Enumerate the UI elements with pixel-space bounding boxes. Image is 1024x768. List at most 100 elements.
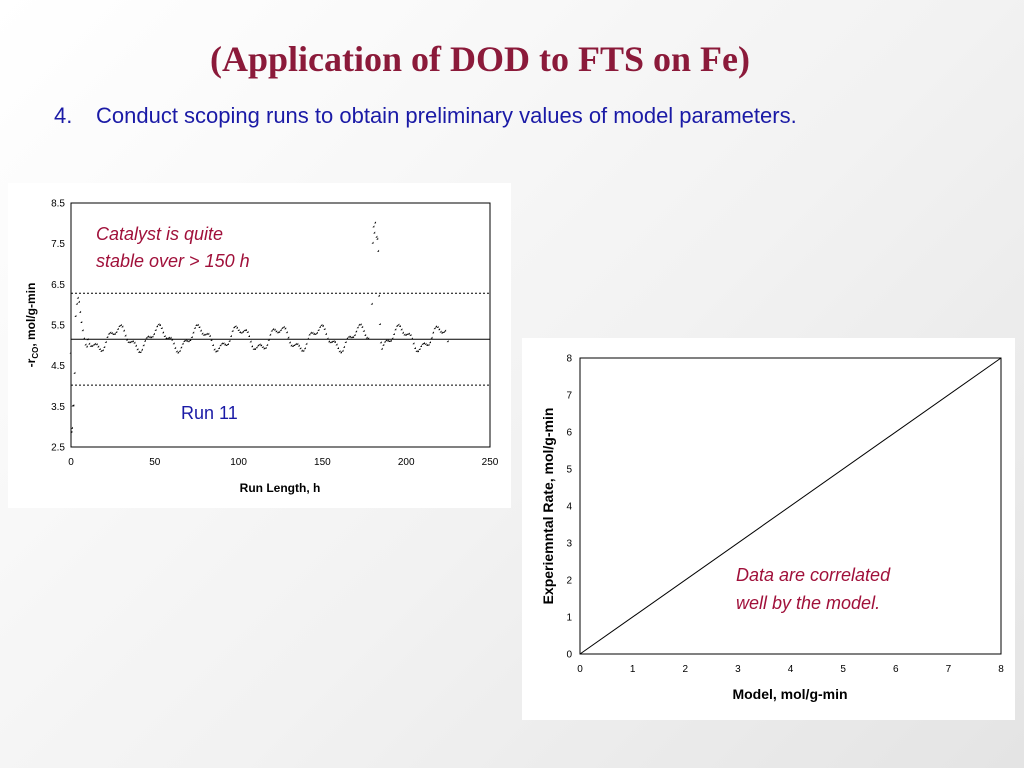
rate-point: 51.9 h, 5.45 [155, 325, 158, 328]
rate-point: 107.7 h, 5.07 [249, 340, 252, 343]
rate-point: 63.6 h, 4.83 [175, 350, 178, 353]
rate-point: 87.9 h, 4.85 [216, 349, 219, 352]
rate-point: 14.1 h, 5.00 [92, 343, 95, 346]
rate-point: 6.0 h, 5.80 [79, 310, 82, 313]
rate-point: 205.8 h, 4.91 [413, 347, 416, 350]
rate-point: 116.7 h, 4.92 [264, 346, 267, 349]
rate-point: 182.0 h, 8.00 [374, 221, 377, 224]
rate-point: 104.1 h, 5.35 [243, 329, 246, 332]
rate-point: 115.8 h, 4.90 [263, 347, 266, 350]
rate-point: 163.5 h, 4.94 [343, 345, 346, 348]
x-axis-title: Model, mol/g-min [732, 686, 847, 702]
rate-point: 157.2 h, 5.08 [332, 340, 335, 343]
run-length-chart: 2.5 3.5 4.5 5.5 6.5 7.5 8.5 0 50 100 150 200 250 0.… [24, 199, 499, 496]
rate-point: 60.0 h, 5.17 [169, 336, 172, 339]
rate-point: 18.6 h, 4.84 [100, 349, 103, 352]
rate-point: 139.2 h, 4.85 [302, 349, 305, 352]
rate-point: 161.7 h, 4.81 [340, 351, 343, 354]
rate-point: 184.3 h, 6.20 [377, 294, 380, 297]
rate-point: 87.0 h, 4.83 [214, 350, 217, 353]
rate-point: 20.4 h, 4.94 [103, 345, 106, 348]
rate-point: 12.3 h, 4.97 [89, 344, 92, 347]
x-tick-label: 4 [788, 664, 794, 675]
rate-point: 175.2 h, 5.33 [362, 329, 365, 332]
rate-point: 124.8 h, 5.31 [278, 330, 281, 333]
rate-point: 112.2 h, 4.98 [257, 344, 260, 347]
rate-point: 105.9 h, 5.31 [246, 330, 249, 333]
rate-point: 39.3 h, 4.97 [134, 344, 137, 347]
rate-point: 186.9 h, 4.99 [382, 343, 385, 346]
rate-point: 206.7 h, 4.84 [415, 349, 418, 352]
rate-point: 16.8 h, 4.95 [97, 345, 100, 348]
rate-point: 17.7 h, 4.88 [98, 348, 101, 351]
rate-point: 152.7 h, 5.26 [324, 332, 327, 335]
rate-point: 7.5 h, 5.35 [81, 329, 84, 332]
rate-point: 30.3 h, 5.48 [119, 323, 122, 326]
rate-point: 33.9 h, 5.12 [125, 338, 128, 341]
rate-point: 94.2 h, 5.01 [226, 343, 229, 346]
rate-point: 140.1 h, 4.91 [303, 347, 306, 350]
rate-point: 195.0 h, 5.46 [395, 324, 398, 327]
rate-point: 0.8 h, 2.85 [70, 430, 73, 433]
rate-point: 64.5 h, 4.80 [177, 351, 180, 354]
stability-annotation-line2: stable over > 150 h [96, 251, 250, 271]
rate-point: 88.8 h, 4.91 [217, 347, 220, 350]
rate-point: 25.8 h, 5.26 [112, 332, 115, 335]
rate-point: 24.0 h, 5.29 [109, 331, 112, 334]
rate-point: 183.8 h, 7.30 [377, 249, 380, 252]
rate-point: 123.0 h, 5.33 [275, 330, 278, 333]
rate-point: 73.5 h, 5.29 [192, 331, 195, 334]
rate-point: 146.4 h, 5.26 [314, 332, 317, 335]
rate-point: 42.0 h, 4.81 [139, 350, 142, 353]
rate-point: 191.4 h, 5.09 [389, 339, 392, 342]
rate-point: 3.2 h, 5.70 [74, 314, 77, 317]
rate-point: 165.3 h, 5.15 [346, 337, 349, 340]
rate-point: 225.3 h, 5.08 [446, 340, 449, 343]
rate-point: 13.2 h, 4.97 [91, 344, 94, 347]
bullet-number: 4. [54, 103, 73, 128]
rate-point: 69.0 h, 5.10 [184, 339, 187, 342]
rate-point: 81.6 h, 5.26 [205, 332, 208, 335]
rate-point: 171.6 h, 5.42 [356, 326, 359, 329]
y-tick-label: 5.5 [51, 321, 65, 332]
rate-point: 75.3 h, 5.48 [195, 323, 198, 326]
run-label: Run 11 [181, 403, 238, 423]
rate-point: 212.1 h, 5.01 [424, 342, 427, 345]
y-axis-title-subscript: CO [31, 347, 40, 359]
rate-point: 193.2 h, 5.25 [392, 332, 395, 335]
rate-point: 128.4 h, 5.40 [284, 327, 287, 330]
rate-point: 169.8 h, 5.23 [353, 333, 356, 336]
rate-point: 62.7 h, 4.92 [174, 346, 177, 349]
rate-point: 138.3 h, 4.85 [300, 349, 303, 352]
rate-point: 132.0 h, 4.98 [290, 344, 293, 347]
rate-point: 189.6 h, 5.10 [386, 339, 389, 342]
rate-point: 54.6 h, 5.40 [160, 326, 163, 329]
rate-point: 208.5 h, 4.89 [418, 347, 421, 350]
rate-point: 168.9 h, 5.18 [352, 335, 355, 338]
rate-point: 199.5 h, 5.24 [403, 333, 406, 336]
rate-point: 41.1 h, 4.82 [137, 350, 140, 353]
rate-point: 80.7 h, 5.24 [204, 333, 207, 336]
rate-point: 0.3 h, 4.80 [69, 351, 72, 354]
rate-point: 86.1 h, 4.88 [213, 348, 216, 351]
run-length-chart-panel: 2.5 3.5 4.5 5.5 6.5 7.5 8.5 0 50 100 150 200 250 0.… [8, 183, 511, 508]
rate-point: 70.8 h, 5.08 [187, 340, 190, 343]
rate-point: 96.0 h, 5.21 [229, 334, 232, 337]
rate-point: 21.3 h, 5.06 [104, 340, 107, 343]
rate-point: 183.3 h, 7.60 [376, 237, 379, 240]
rate-point: 203.1 h, 5.23 [409, 333, 412, 336]
rate-point: 72.6 h, 5.18 [190, 335, 193, 338]
rate-point: 154.5 h, 5.07 [327, 340, 330, 343]
rate-point: 51.0 h, 5.36 [154, 328, 157, 331]
rate-point: 22.2 h, 5.18 [106, 335, 109, 338]
rate-point: 214.8 h, 5.05 [429, 341, 432, 344]
rate-point: 61.8 h, 5.03 [172, 342, 175, 345]
rate-point: 4.6 h, 6.15 [76, 296, 79, 299]
rate-point: 221.1 h, 5.32 [439, 330, 442, 333]
rate-point: 119.4 h, 5.24 [269, 333, 272, 336]
rate-point: 156.3 h, 5.07 [330, 340, 333, 343]
y-tick-label: 4.5 [51, 361, 65, 372]
rate-point: 148.2 h, 5.36 [317, 328, 320, 331]
y-tick-label: 3.5 [51, 402, 65, 413]
